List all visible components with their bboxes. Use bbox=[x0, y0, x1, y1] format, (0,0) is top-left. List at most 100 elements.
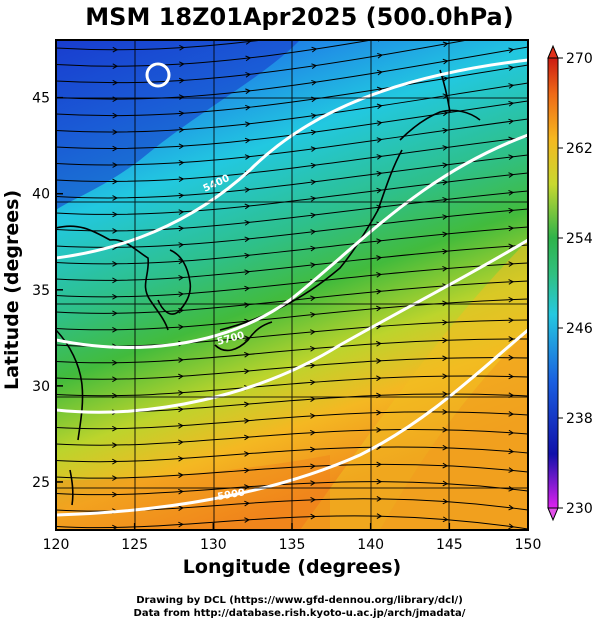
streamline-arrow bbox=[376, 375, 382, 382]
streamline-arrow bbox=[376, 120, 383, 126]
streamline-arrow bbox=[310, 295, 316, 302]
streamline-arrow bbox=[112, 491, 118, 498]
streamline-arrow bbox=[443, 25, 448, 30]
streamline-arrow bbox=[310, 312, 316, 318]
streamline-arrow bbox=[112, 46, 119, 53]
streamline-arrow bbox=[442, 319, 448, 326]
streamline-arrow bbox=[178, 192, 185, 199]
streamline-arrow bbox=[376, 271, 382, 278]
x-axis: 120 125 130 135 140 145 150 bbox=[43, 523, 541, 553]
streamline-arrow bbox=[178, 94, 185, 100]
streamline-arrow bbox=[310, 179, 317, 186]
streamline-arrow bbox=[178, 242, 185, 248]
y-axis-title: Latitude (degrees) bbox=[1, 189, 23, 390]
streamline-arrow bbox=[178, 390, 184, 396]
streamline-arrow bbox=[442, 231, 449, 238]
streamline-arrow bbox=[377, 52, 383, 59]
streamline-arrow bbox=[178, 505, 184, 511]
streamline-arrow bbox=[112, 145, 119, 152]
streamline-arrow bbox=[508, 373, 515, 380]
streamline-arrow bbox=[244, 517, 250, 523]
streamline-arrow bbox=[508, 172, 515, 178]
streamline-arrow bbox=[178, 472, 184, 479]
streamline bbox=[56, 515, 528, 530]
streamline-arrow bbox=[311, 46, 318, 53]
streamline-arrow bbox=[310, 245, 317, 252]
streamline-arrow bbox=[508, 504, 515, 511]
streamline-arrow bbox=[310, 480, 316, 486]
streamline-arrow bbox=[508, 12, 513, 17]
streamline-arrow bbox=[508, 207, 515, 214]
streamline-arrow bbox=[244, 187, 251, 193]
streamline-arrow bbox=[442, 76, 449, 82]
streamline-arrow bbox=[310, 113, 317, 119]
streamline-arrow bbox=[508, 467, 515, 473]
streamline-arrow bbox=[244, 137, 251, 144]
streamline-arrow bbox=[245, 71, 252, 78]
streamline-arrow bbox=[112, 277, 118, 284]
streamline-arrow bbox=[243, 401, 250, 408]
streamline-arrow bbox=[245, 88, 252, 95]
x-tick-label: 125 bbox=[121, 537, 148, 553]
streamline-arrow bbox=[244, 220, 251, 226]
streamline-arrow bbox=[244, 368, 250, 375]
streamline-arrow bbox=[442, 214, 449, 220]
closed-contour-low bbox=[145, 62, 171, 88]
streamline-arrow bbox=[442, 355, 448, 362]
streamline-arrow bbox=[112, 178, 118, 185]
streamline-arrow bbox=[112, 458, 118, 465]
streamline-arrow bbox=[442, 196, 449, 203]
streamline-arrow bbox=[178, 127, 185, 133]
streamline-arrow bbox=[178, 455, 184, 462]
streamline-arrow bbox=[442, 373, 448, 379]
y-tick-label: 30 bbox=[32, 379, 50, 395]
streamline-arrow bbox=[244, 467, 250, 474]
streamline-arrow bbox=[178, 291, 185, 298]
streamline-arrow bbox=[508, 154, 515, 161]
streamline-arrow bbox=[112, 326, 118, 333]
streamline-arrow bbox=[376, 137, 383, 143]
streamline-arrow bbox=[112, 79, 119, 86]
streamline-arrow bbox=[178, 439, 184, 446]
streamline bbox=[56, 154, 528, 199]
streamline-arrow bbox=[442, 265, 448, 272]
streamline-arrow bbox=[178, 159, 185, 166]
streamline-arrow bbox=[508, 225, 515, 232]
streamline-arrow bbox=[310, 129, 317, 136]
streamline-arrow bbox=[244, 269, 251, 275]
streamline-arrow bbox=[309, 379, 316, 386]
streamline-arrow bbox=[178, 406, 184, 413]
colorbar-tick-label: 246 bbox=[566, 321, 593, 337]
streamline-arrow bbox=[443, 7, 448, 12]
streamline-arrow bbox=[178, 209, 185, 215]
streamline-arrow bbox=[112, 376, 118, 383]
coastline-china-korea bbox=[56, 225, 169, 331]
y-tick-label: 35 bbox=[32, 283, 50, 299]
streamline bbox=[56, 481, 528, 496]
streamline-arrow bbox=[178, 488, 184, 495]
colorbar: 270 262 254 246 238 230 bbox=[547, 44, 593, 522]
streamline-arrow bbox=[442, 462, 449, 469]
streamline-arrow bbox=[508, 100, 515, 107]
colorbar-tick-label: 262 bbox=[566, 141, 593, 157]
streamline-arrow bbox=[178, 225, 185, 232]
colorbar-scale bbox=[547, 57, 559, 509]
y-tick-label: 40 bbox=[32, 187, 50, 203]
streamline-arrow bbox=[376, 154, 383, 160]
streamline-arrow bbox=[508, 30, 513, 35]
contour-5400 bbox=[56, 58, 528, 260]
grid-lines bbox=[56, 40, 528, 530]
streamline-arrow bbox=[442, 58, 449, 65]
streamline-arrow bbox=[310, 195, 317, 202]
streamline-arrow bbox=[442, 391, 448, 397]
streamline-arrow bbox=[508, 354, 515, 361]
streamline-arrow bbox=[310, 162, 317, 169]
streamline-arrow bbox=[508, 523, 515, 530]
streamline-arrow bbox=[310, 446, 316, 453]
colorbar-bottom-arrow bbox=[547, 507, 559, 522]
streamline-arrow bbox=[310, 497, 317, 503]
streamline-arrow bbox=[178, 324, 184, 330]
streamline-arrow bbox=[112, 211, 118, 218]
streamline-arrow bbox=[442, 337, 448, 344]
streamline-arrow bbox=[178, 143, 185, 150]
